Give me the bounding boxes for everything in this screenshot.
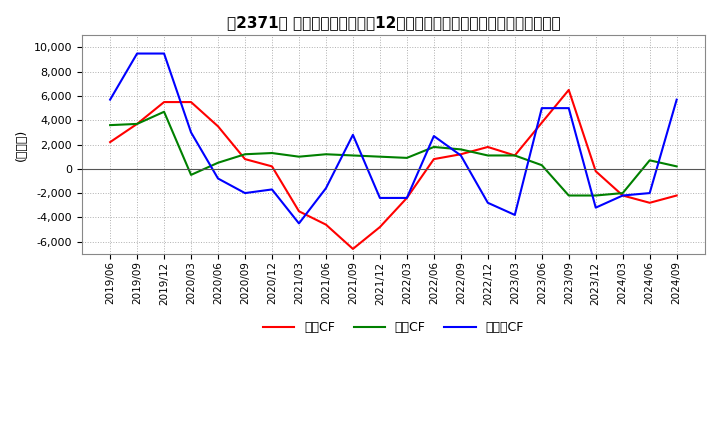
- Legend: 営業CF, 投資CF, フリーCF: 営業CF, 投資CF, フリーCF: [258, 316, 529, 339]
- 営業CF: [160, 99, 168, 105]
- 投資CF: [106, 122, 114, 128]
- 営業CF: [537, 120, 546, 125]
- フリーCF: [484, 200, 492, 205]
- 投資CF: [618, 191, 627, 196]
- 投資CF: [672, 164, 681, 169]
- 投資CF: [376, 154, 384, 159]
- フリーCF: [672, 97, 681, 102]
- 投資CF: [402, 155, 411, 161]
- 営業CF: [214, 124, 222, 129]
- 投資CF: [510, 153, 519, 158]
- フリーCF: [322, 186, 330, 191]
- 営業CF: [268, 164, 276, 169]
- 営業CF: [484, 144, 492, 150]
- 営業CF: [591, 169, 600, 174]
- 営業CF: [186, 99, 195, 105]
- フリーCF: [430, 133, 438, 139]
- 投資CF: [591, 193, 600, 198]
- フリーCF: [186, 130, 195, 135]
- 投資CF: [456, 147, 465, 152]
- 投資CF: [186, 172, 195, 177]
- 営業CF: [132, 121, 141, 127]
- 投資CF: [430, 144, 438, 150]
- フリーCF: [618, 193, 627, 198]
- フリーCF: [348, 132, 357, 137]
- Line: 営業CF: 営業CF: [110, 90, 677, 249]
- 営業CF: [564, 87, 573, 92]
- 投資CF: [214, 160, 222, 165]
- 営業CF: [348, 246, 357, 252]
- フリーCF: [268, 187, 276, 192]
- Y-axis label: (百万円): (百万円): [15, 128, 28, 161]
- フリーCF: [645, 191, 654, 196]
- 営業CF: [402, 195, 411, 201]
- 営業CF: [645, 200, 654, 205]
- 投資CF: [322, 152, 330, 157]
- フリーCF: [402, 195, 411, 201]
- 投資CF: [240, 152, 249, 157]
- フリーCF: [510, 212, 519, 217]
- フリーCF: [240, 191, 249, 196]
- Title: 【2371】 キャッシュフローの12か月移動合計の対前年同期増減額の推移: 【2371】 キャッシュフローの12か月移動合計の対前年同期増減額の推移: [227, 15, 560, 30]
- 営業CF: [376, 224, 384, 230]
- 投資CF: [537, 162, 546, 168]
- 営業CF: [510, 153, 519, 158]
- 投資CF: [268, 150, 276, 156]
- 営業CF: [430, 157, 438, 162]
- 投資CF: [348, 153, 357, 158]
- 営業CF: [294, 209, 303, 214]
- Line: フリーCF: フリーCF: [110, 54, 677, 224]
- 営業CF: [106, 139, 114, 145]
- フリーCF: [376, 195, 384, 201]
- フリーCF: [591, 205, 600, 210]
- 営業CF: [672, 193, 681, 198]
- フリーCF: [160, 51, 168, 56]
- フリーCF: [456, 153, 465, 158]
- 営業CF: [456, 152, 465, 157]
- フリーCF: [132, 51, 141, 56]
- 投資CF: [645, 158, 654, 163]
- 営業CF: [322, 222, 330, 227]
- 投資CF: [160, 109, 168, 114]
- フリーCF: [537, 106, 546, 111]
- フリーCF: [294, 221, 303, 226]
- フリーCF: [214, 176, 222, 181]
- 営業CF: [618, 193, 627, 198]
- 投資CF: [564, 193, 573, 198]
- 営業CF: [240, 157, 249, 162]
- 投資CF: [484, 153, 492, 158]
- フリーCF: [564, 106, 573, 111]
- フリーCF: [106, 97, 114, 102]
- 投資CF: [294, 154, 303, 159]
- 投資CF: [132, 121, 141, 127]
- Line: 投資CF: 投資CF: [110, 112, 677, 195]
